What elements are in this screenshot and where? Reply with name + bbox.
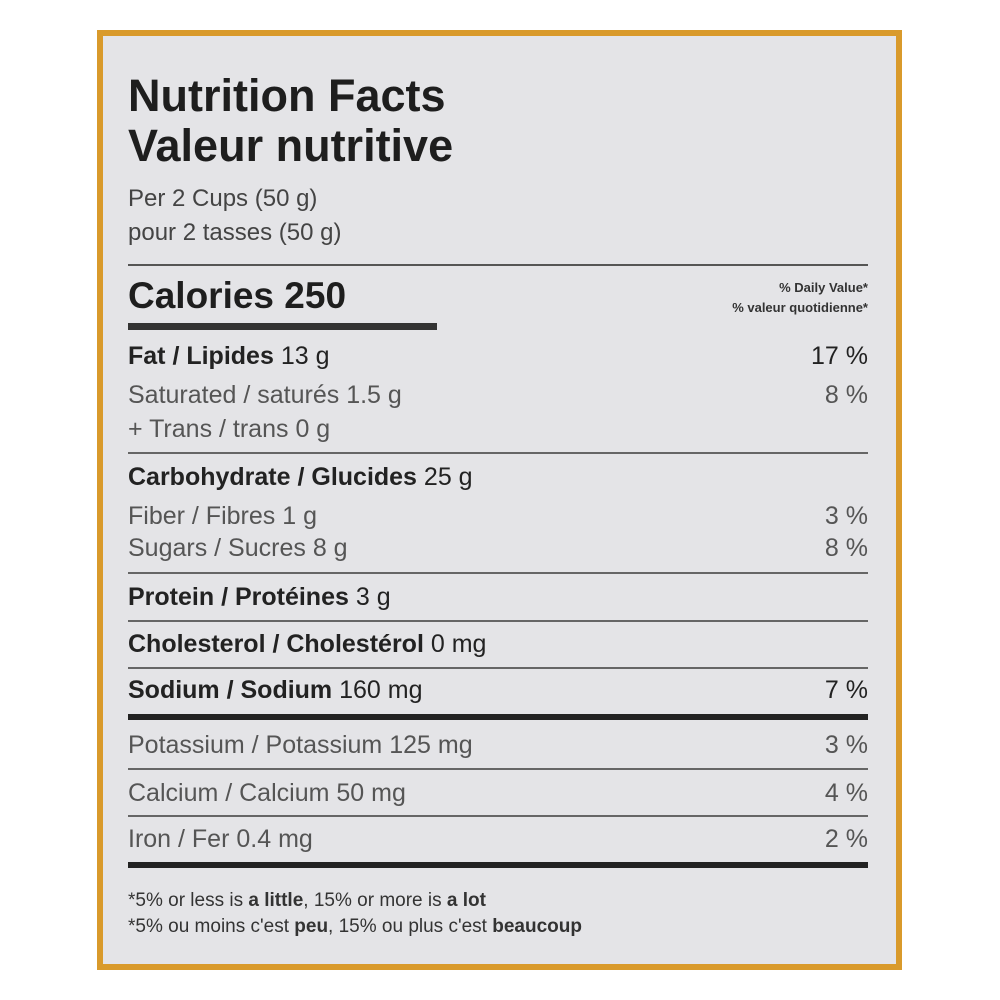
- calories: Calories 250: [128, 275, 346, 317]
- footnote: *5% ou moins c'est peu, 15% ou plus c'es…: [128, 916, 582, 938]
- nutrient-row: Sugars / Sucres 8 g 8 %: [128, 534, 868, 563]
- nutrient: Carbohydrate / Glucides 25 g: [128, 463, 473, 492]
- rule: [128, 815, 868, 817]
- label-frame: [97, 30, 902, 970]
- nutrient: Protein / Protéines 3 g: [128, 583, 391, 612]
- nutrient: Fat / Lipides 13 g: [128, 342, 329, 371]
- nutrient-row: Cholesterol / Cholestérol 0 mg: [128, 630, 868, 659]
- daily-value: 3 %: [824, 502, 868, 530]
- footnote-part: *5% or less is: [128, 890, 249, 911]
- nutrient-row: Potassium / Potassium 125 mg 3 %: [128, 731, 868, 760]
- footnote-part: a little: [248, 890, 304, 911]
- nutrient-name: Calcium / Calcium: [128, 779, 330, 807]
- nutrient: Sodium / Sodium 160 mg: [128, 676, 423, 705]
- rule: [128, 862, 868, 868]
- nutrient-amount: 1.5 g: [346, 381, 402, 409]
- nutrient-name: Potassium / Potassium: [128, 731, 383, 759]
- nutrient-name: Cholesterol / Cholestérol: [128, 630, 424, 658]
- rule: [128, 714, 868, 720]
- footnote-part: *5% ou moins c'est: [128, 916, 295, 937]
- daily-value: 2 %: [824, 825, 868, 853]
- nutrient-row: + Trans / trans 0 g: [128, 415, 868, 444]
- rule: [128, 323, 437, 330]
- nutrient: Sugars / Sucres 8 g: [128, 534, 348, 563]
- nutrient: Fiber / Fibres 1 g: [128, 502, 317, 531]
- nutrient-row: Saturated / saturés 1.5 g 8 %: [128, 381, 868, 410]
- footnote-part: , 15% ou plus c'est: [328, 916, 493, 937]
- nutrient-amount: 3 g: [355, 583, 391, 611]
- title: Nutrition Facts: [128, 70, 446, 121]
- nutrient: Iron / Fer 0.4 mg: [128, 825, 313, 854]
- calories-label: Calories: [128, 275, 275, 316]
- footnote-part: , 15% or more is: [303, 890, 447, 911]
- nutrient-name: Fat / Lipides: [128, 342, 274, 370]
- rule: [128, 572, 868, 574]
- nutrient-row: Calcium / Calcium 50 mg 4 %: [128, 779, 868, 808]
- footnote-part: peu: [294, 916, 329, 937]
- rule: [128, 667, 868, 669]
- serving: pour 2 tasses (50 g): [128, 219, 342, 246]
- nutrient-row: Fiber / Fibres 1 g 3 %: [128, 502, 868, 531]
- nutrient-name: Sugars / Sucres: [128, 534, 306, 562]
- daily-value-header: % Daily Value*: [779, 280, 868, 295]
- rule: [128, 620, 868, 622]
- nutrient-row: Iron / Fer 0.4 mg 2 %: [128, 825, 868, 854]
- calories-value: 250: [284, 275, 347, 316]
- nutrient-name: Carbohydrate / Glucides: [128, 463, 417, 491]
- title: Valeur nutritive: [128, 120, 454, 171]
- nutrient-amount: 25 g: [423, 463, 473, 491]
- nutrient: Cholesterol / Cholestérol 0 mg: [128, 630, 486, 659]
- nutrient: Calcium / Calcium 50 mg: [128, 779, 406, 808]
- nutrient-amount: 0 g: [295, 415, 331, 443]
- nutrient-amount: 50 mg: [336, 779, 406, 807]
- footnote: *5% or less is a little, 15% or more is …: [128, 890, 486, 912]
- nutrient-amount: 8 g: [312, 534, 348, 562]
- nutrient-row: Carbohydrate / Glucides 25 g: [128, 463, 868, 492]
- nutrient-amount: 0 mg: [430, 630, 487, 658]
- daily-value: 17 %: [811, 342, 868, 370]
- nutrient-name: Fiber / Fibres: [128, 502, 276, 530]
- footnote-part: beaucoup: [492, 916, 582, 937]
- nutrient-name: Iron / Fer: [128, 825, 230, 853]
- serving: Per 2 Cups (50 g): [128, 185, 318, 212]
- footnote-part: a lot: [446, 890, 486, 911]
- nutrient: + Trans / trans 0 g: [128, 415, 330, 444]
- daily-value: 4 %: [824, 779, 868, 807]
- nutrient-row: Protein / Protéines 3 g: [128, 583, 868, 612]
- daily-value: 7 %: [824, 676, 868, 704]
- rule: [128, 768, 868, 770]
- rule: [128, 452, 868, 454]
- nutrient-amount: 160 mg: [339, 676, 423, 704]
- nutrient-row: Sodium / Sodium 160 mg 7 %: [128, 676, 868, 705]
- daily-value: 8 %: [824, 534, 868, 562]
- daily-value: 3 %: [824, 731, 868, 759]
- nutrient-amount: 0.4 mg: [236, 825, 313, 853]
- nutrient-name: Protein / Protéines: [128, 583, 349, 611]
- daily-value: 8 %: [824, 381, 868, 409]
- nutrient-name: Sodium / Sodium: [128, 676, 333, 704]
- nutrient: Potassium / Potassium 125 mg: [128, 731, 473, 760]
- nutrient-name: Saturated / saturés: [128, 381, 340, 409]
- daily-value-header: % valeur quotidienne*: [732, 300, 868, 315]
- nutrient-amount: 13 g: [280, 342, 330, 370]
- nutrient: Saturated / saturés 1.5 g: [128, 381, 402, 410]
- rule: [128, 264, 868, 266]
- nutrient-amount: 1 g: [282, 502, 317, 530]
- nutrient-amount: 125 mg: [389, 731, 473, 759]
- nutrient-row: Fat / Lipides 13 g 17 %: [128, 342, 868, 371]
- nutrient-name: + Trans / trans: [128, 415, 289, 443]
